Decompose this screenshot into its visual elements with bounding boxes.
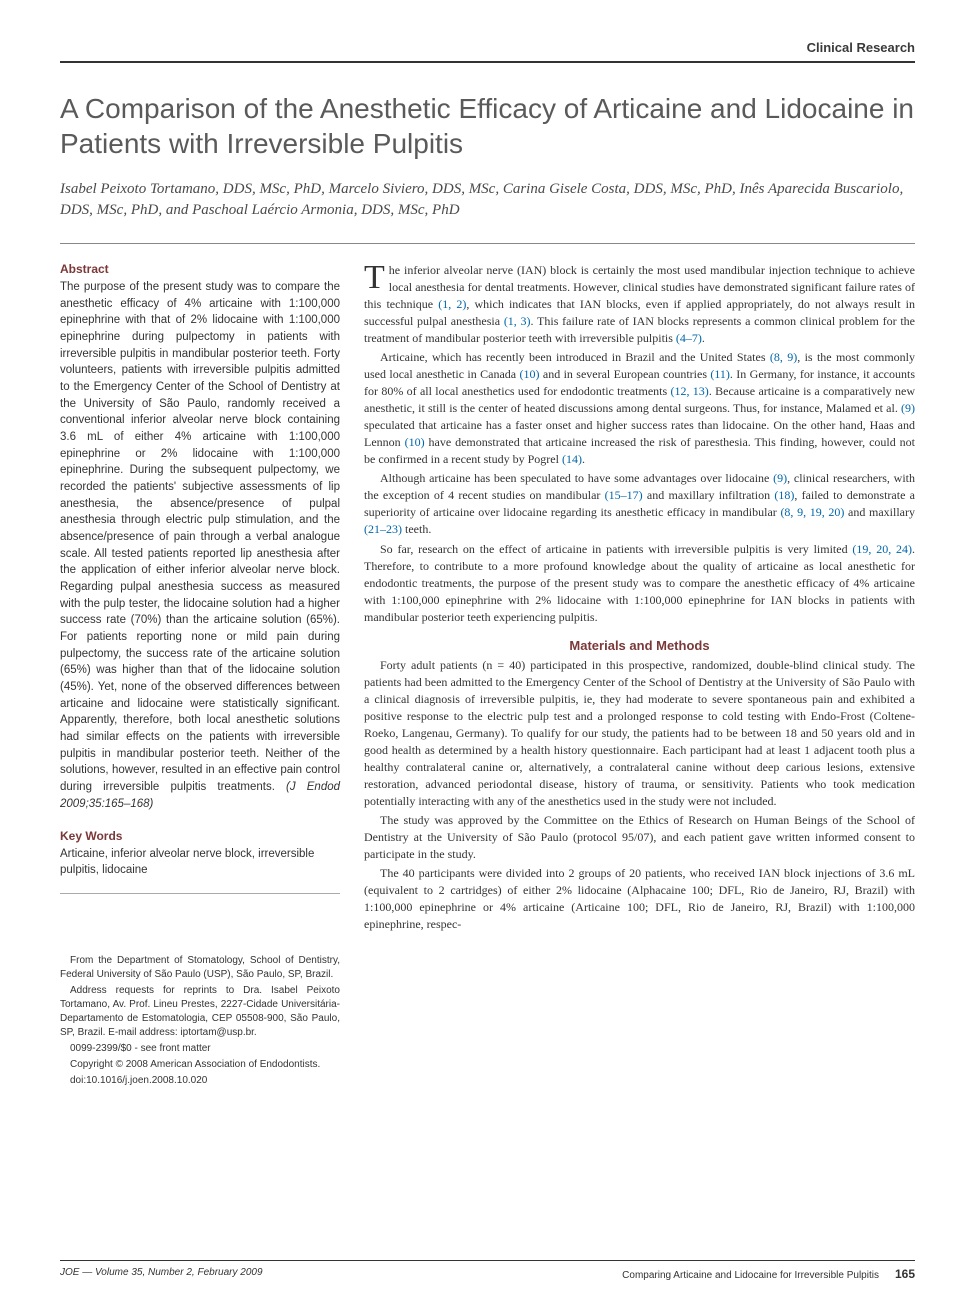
footnote-copyright: Copyright © 2008 American Association of… <box>60 1058 340 1072</box>
section-label: Clinical Research <box>60 40 915 63</box>
ref-19-20-24[interactable]: (19, 20, 24) <box>852 542 912 556</box>
ref-8-9-19-20[interactable]: (8, 9, 19, 20) <box>780 505 844 519</box>
page-number: 165 <box>895 1267 915 1281</box>
intro-p1: The inferior alveolar nerve (IAN) block … <box>364 262 915 347</box>
methods-section: Forty adult patients (n = 40) participat… <box>364 657 915 934</box>
ref-9b[interactable]: (9) <box>901 401 915 415</box>
keywords-text: Articaine, inferior alveolar nerve block… <box>60 846 340 879</box>
ref-8-9[interactable]: (8, 9) <box>770 350 797 364</box>
ref-1-3[interactable]: (1, 3) <box>504 314 531 328</box>
introduction-section: The inferior alveolar nerve (IAN) block … <box>364 262 915 626</box>
page-footer: JOE — Volume 35, Number 2, February 2009… <box>60 1260 915 1281</box>
intro-p4: So far, research on the effect of artica… <box>364 541 915 626</box>
ref-10[interactable]: (10) <box>520 367 540 381</box>
title-divider <box>60 243 915 244</box>
ref-10b[interactable]: (10) <box>405 435 425 449</box>
authors-list: Isabel Peixoto Tortamano, DDS, MSc, PhD,… <box>60 179 915 221</box>
article-title: A Comparison of the Anesthetic Efficacy … <box>60 91 915 161</box>
intro-p3: Although articaine has been speculated t… <box>364 470 915 538</box>
right-column: The inferior alveolar nerve (IAN) block … <box>364 262 915 1090</box>
footnote-affiliation: From the Department of Stomatology, Scho… <box>60 954 340 982</box>
keywords-divider <box>60 893 340 894</box>
footnote-correspondence: Address requests for reprints to Dra. Is… <box>60 984 340 1040</box>
methods-p3: The 40 participants were divided into 2 … <box>364 865 915 933</box>
left-column: Abstract The purpose of the present stud… <box>60 262 340 1090</box>
dropcap: T <box>364 262 389 293</box>
abstract-heading: Abstract <box>60 262 340 276</box>
methods-p2: The study was approved by the Committee … <box>364 812 915 863</box>
ref-15-17[interactable]: (15–17) <box>605 488 643 502</box>
ref-18[interactable]: (18) <box>774 488 794 502</box>
methods-p1: Forty adult patients (n = 40) participat… <box>364 657 915 810</box>
footer-running-title: Comparing Articaine and Lidocaine for Ir… <box>622 1270 879 1281</box>
methods-heading: Materials and Methods <box>364 638 915 653</box>
ref-11[interactable]: (11) <box>710 367 730 381</box>
footnote-doi: doi:10.1016/j.joen.2008.10.020 <box>60 1074 340 1088</box>
footer-journal: JOE — Volume 35, Number 2, February 2009 <box>60 1267 263 1281</box>
keywords-heading: Key Words <box>60 829 340 843</box>
abstract-body: The purpose of the present study was to … <box>60 279 340 813</box>
ref-9c[interactable]: (9) <box>773 471 787 485</box>
footnote-block: From the Department of Stomatology, Scho… <box>60 954 340 1088</box>
footnote-issn: 0099-2399/$0 - see front matter <box>60 1042 340 1056</box>
ref-21-23[interactable]: (21–23) <box>364 522 402 536</box>
ref-14[interactable]: (14) <box>562 452 582 466</box>
ref-12-13[interactable]: (12, 13) <box>670 384 708 398</box>
intro-p2: Articaine, which has recently been intro… <box>364 349 915 468</box>
two-column-content: Abstract The purpose of the present stud… <box>60 262 915 1090</box>
abstract-text: The purpose of the present study was to … <box>60 281 340 793</box>
ref-4-7[interactable]: (4–7) <box>676 331 702 345</box>
ref-1-2[interactable]: (1, 2) <box>438 297 466 311</box>
